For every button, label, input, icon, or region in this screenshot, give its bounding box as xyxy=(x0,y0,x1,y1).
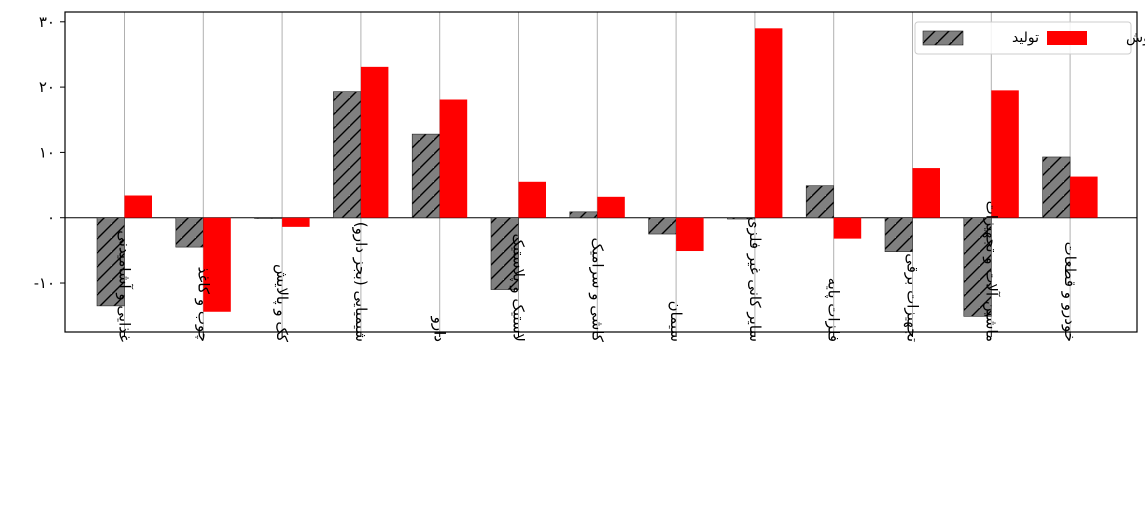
x-tick-label: فلزات پایه xyxy=(824,278,843,342)
plot-area xyxy=(64,11,1138,333)
sales-bar xyxy=(360,66,389,218)
sales-bar xyxy=(833,217,862,239)
y-tick-label: ۳۰ xyxy=(39,13,55,31)
sales-bar xyxy=(1070,176,1098,218)
sales-bar xyxy=(439,99,468,218)
production-bar xyxy=(96,217,125,307)
sales-bar xyxy=(282,217,310,227)
legend-swatch-production xyxy=(922,30,964,46)
legend-box xyxy=(914,21,1132,55)
sales-bar xyxy=(991,90,1019,218)
legend-label-sales: فروش xyxy=(1126,30,1145,46)
production-bar xyxy=(884,217,913,252)
legend-swatch-sales xyxy=(1047,31,1087,45)
sales-bar xyxy=(597,196,625,218)
production-bar xyxy=(411,133,441,219)
sales-bar xyxy=(912,168,940,218)
x-tick-label: غذایی و آشامیدنی xyxy=(116,230,134,342)
y-tick-label: ۰ xyxy=(47,209,55,227)
production-bar xyxy=(1042,156,1071,219)
legend-label-production: تولید xyxy=(1012,30,1039,46)
x-tick-label: کاشی و سرامیک xyxy=(588,237,606,342)
legend: فروش تولید xyxy=(914,21,1145,55)
production-bar xyxy=(648,217,677,235)
x-tick-label: ماشین آلات و تجهیزات xyxy=(982,201,1000,342)
x-tick-label: چوب و کاغذ xyxy=(194,267,212,342)
sales-bar xyxy=(203,217,231,312)
x-tick-label: شیمیایی (بجز دارو) xyxy=(352,222,370,342)
production-bar xyxy=(963,217,992,317)
sales-bar xyxy=(754,28,783,218)
x-tick-label: خودرو و قطعات xyxy=(1061,242,1079,342)
production-bar xyxy=(727,217,756,220)
x-axis: غذایی و آشامیدنی چوب و کاغذ کک و پالایش شیم… xyxy=(116,201,1080,343)
y-tick-label: ۲۰ xyxy=(39,78,55,96)
bars xyxy=(96,28,1098,317)
x-tick-label: کک و پالایش xyxy=(272,264,291,343)
production-bar xyxy=(333,91,362,219)
production-bar xyxy=(805,185,835,219)
x-tick-label: سیمان xyxy=(667,301,685,342)
y-axis: -۱۰ ۰ ۱۰ ۲۰ ۳۰ xyxy=(34,13,65,292)
x-tick-label: سایر کانی غیر فلزی xyxy=(746,217,764,342)
sales-bar xyxy=(124,195,152,218)
production-bar xyxy=(490,217,519,290)
x-tick-label: لاستیک و پلاستیک xyxy=(509,233,528,342)
sales-bar xyxy=(676,217,704,252)
production-bar xyxy=(569,211,598,219)
x-tick-label: دارو xyxy=(431,316,449,342)
y-tick-label: ۱۰ xyxy=(39,143,55,161)
sales-bar xyxy=(518,181,546,218)
x-tick-label: تجهیزات برقی xyxy=(904,253,922,342)
y-tick-label: -۱۰ xyxy=(34,274,55,292)
production-bar xyxy=(175,217,204,248)
production-bar xyxy=(254,217,283,219)
